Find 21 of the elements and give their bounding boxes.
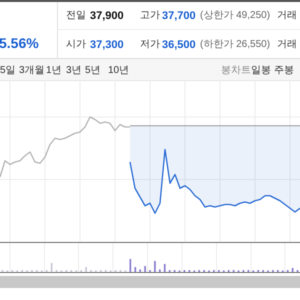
text: 10년 [108,64,130,78]
text: 시가 [66,38,86,52]
text: 저가 [140,38,160,52]
text: 봉차트 [221,64,251,78]
text: 3년 [66,64,82,78]
text: 37,300 [90,38,124,52]
text: 거래 [277,9,297,23]
text: (하한가 26,550) [200,38,270,52]
text: 37,900 [90,9,124,23]
text: 일봉 [251,64,271,78]
text: 36,500 [162,38,196,52]
text: 주봉 [274,64,294,78]
text: 거래 [277,38,297,52]
text: 5일 [0,64,16,78]
text: 1년 [46,64,62,78]
text: 5년 [85,64,101,78]
text: 고가 [140,9,160,23]
text: 3개월 [19,64,45,78]
text: (상한가 49,250) [200,9,270,23]
text: 전일 [66,9,86,23]
text: 37,700 [162,9,196,23]
